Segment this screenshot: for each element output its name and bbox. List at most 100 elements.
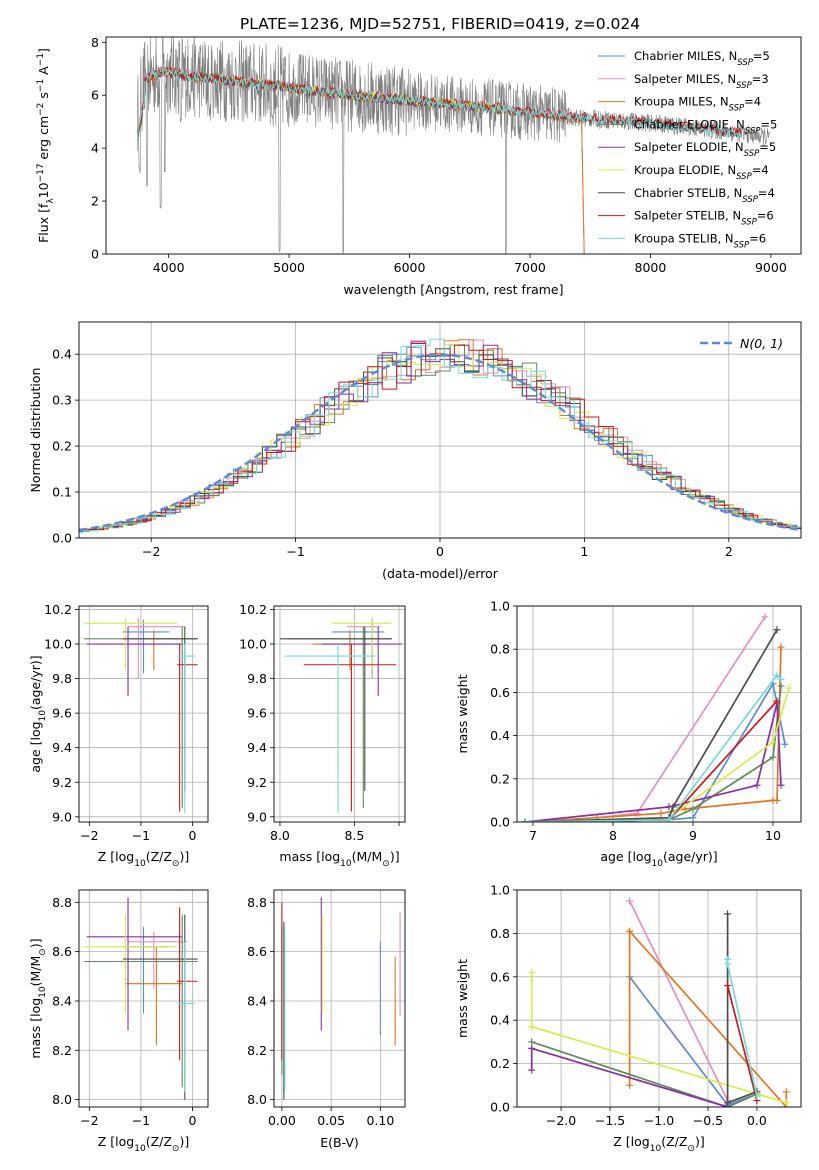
legend-text-part: SSP (745, 126, 761, 136)
legend-text-part: SSP (729, 104, 745, 114)
x-tick-label: 0.00 (268, 1113, 296, 1128)
y-axis-label-part: ] (36, 48, 51, 53)
weight-line-salpeter_miles (628, 900, 729, 1101)
x-tick-label: 0 (189, 828, 197, 843)
x-axis-label-part: Z [log (613, 1134, 649, 1149)
y-tick-label: 0.4 (490, 728, 510, 743)
x-axis-label-part: Z [log (98, 849, 134, 864)
y-axis-label: age [log10(age/yr)] (28, 655, 48, 772)
chart-weight-vs-z: −2.0 −1.5 −1.0 −0.5 0.0 0.0 0.2 0.4 0.6 0.8 1.0 Z [… (455, 883, 802, 1154)
x-tick-label: 6000 (394, 260, 426, 275)
legend-text-part: SSP (736, 81, 752, 91)
chart-spectrum: 4000 5000 6000 7000 8000 9000 0 2 4 6 8 wavelength … (36, 35, 802, 297)
x-axis-label-part: mass [log (279, 849, 340, 864)
x-tick-label: 9000 (755, 260, 787, 275)
weight-line-kroupa_stelib (524, 673, 782, 822)
axes-frame (105, 36, 802, 255)
axes-frame (273, 605, 406, 823)
weight-line-chabrier_stelib (524, 629, 778, 822)
y-tick-label: 0.4 (490, 1013, 510, 1028)
x-axis-label: E(B-V) (320, 1135, 359, 1150)
y-tick-label: 8.6 (52, 944, 72, 959)
y-tick-label: 8.8 (247, 895, 267, 910)
x-tick-label: 8.5 (344, 828, 364, 843)
y-tick-label: 9.8 (52, 671, 72, 686)
x-tick-label: 4000 (153, 260, 185, 275)
x-axis-label-part: 10 (134, 859, 146, 869)
x-axis-label: mass [log10(M/M⊙)] (279, 849, 399, 869)
legend-text-part: =5 (759, 140, 776, 154)
y-axis-label-part: A (36, 66, 51, 79)
x-tick-label: 2 (725, 544, 733, 559)
y-tick-label: 4 (91, 141, 99, 156)
legend-entry-salpeter_stelib: Salpeter STELIB, NSSP=6 (634, 209, 774, 228)
y-tick-label: 8 (91, 35, 99, 50)
x-tick-label: −1.0 (644, 1113, 674, 1128)
x-axis-label-part: ⊙ (172, 859, 180, 869)
weight-marker-chabrier_elodie (769, 753, 777, 761)
legend-text-part: =4 (752, 163, 769, 177)
y-tick-label: 1.0 (490, 883, 510, 898)
weight-marker-kroupa_miles (773, 796, 781, 804)
legend-text-part: =4 (744, 95, 761, 109)
y-axis-label-part: age [log (28, 721, 43, 772)
legend-text-part: SSP (742, 195, 758, 205)
weight-marker-kroupa_elodie (528, 1023, 536, 1031)
y-tick-label: 9.4 (247, 740, 267, 755)
y-tick-label: 10.0 (239, 637, 267, 652)
x-tick-label: −0.5 (693, 1113, 723, 1128)
x-tick-label: 0.05 (317, 1113, 345, 1128)
y-tick-label: 0.0 (52, 531, 72, 546)
y-axis-label-part: −1 (36, 53, 46, 66)
y-tick-label: 1.0 (490, 599, 510, 614)
legend-text-part: =4 (758, 186, 775, 200)
legend-text-part: SSP (744, 149, 760, 159)
y-axis-label-part: s (36, 92, 51, 103)
data-spectrum-line (137, 37, 770, 254)
y-tick-label: 8.8 (52, 895, 72, 910)
legend-text-part: =6 (749, 231, 766, 245)
weight-marker-kroupa_elodie (785, 684, 793, 692)
weight-marker-chabrier_elodie (777, 682, 785, 690)
y-tick-label: 8.6 (247, 944, 267, 959)
x-tick-label: 10 (765, 828, 781, 843)
y-tick-label: 8.4 (52, 993, 72, 1008)
plot-area (84, 618, 198, 814)
x-axis-label-part: (Z/Z (661, 1134, 687, 1149)
chart-age-vs-mass: 8.0 8.5 9.0 9.2 9.4 9.6 9.8 10.0 10.2 mass [log10… (239, 602, 406, 869)
legend-text-part: Salpeter MILES, N (634, 72, 736, 86)
x-axis-label: age [log10(age/yr)] (600, 849, 717, 869)
y-tick-label: 0.0 (490, 1100, 510, 1115)
y-axis-label-part: −2 (36, 103, 46, 116)
y-axis-label: Normed distribution (28, 368, 43, 493)
weight-marker-chabrier_stelib (773, 626, 781, 634)
weight-marker-chabrier_miles (781, 740, 789, 748)
y-tick-label: 6 (91, 88, 99, 103)
y-tick-label: 9.0 (247, 809, 267, 824)
y-tick-label: 9.6 (247, 706, 267, 721)
y-tick-label: 8.0 (247, 1092, 267, 1107)
legend-text-part: Salpeter ELODIE, N (634, 140, 744, 154)
x-axis-label: (data-model)/error (382, 566, 499, 581)
y-axis-label-part: ⊙ (38, 948, 48, 956)
x-tick-label: 5000 (273, 260, 305, 275)
y-tick-label: 0.8 (490, 642, 510, 657)
x-axis-label-part: )] (179, 849, 189, 864)
weight-marker-chabrier_stelib (724, 1099, 732, 1107)
weight-marker-kroupa_stelib (773, 671, 781, 679)
legend-text-part: Chabrier MILES, N (634, 49, 737, 63)
weight-line-salpeter_stelib (726, 985, 758, 1101)
legend-entry-kroupa_elodie: Kroupa ELODIE, NSSP=4 (634, 163, 769, 182)
y-tick-label: 0.6 (490, 969, 510, 984)
y-tick-label: 9.2 (247, 775, 267, 790)
axes-frame (516, 889, 802, 1108)
plot-area (521, 613, 793, 822)
x-axis-label-part: 10 (652, 859, 664, 869)
x-tick-label: 0.10 (366, 1113, 394, 1128)
x-axis-label-part: ⊙ (687, 1144, 695, 1154)
axes-frame (273, 889, 406, 1108)
plot-area (281, 897, 401, 1100)
